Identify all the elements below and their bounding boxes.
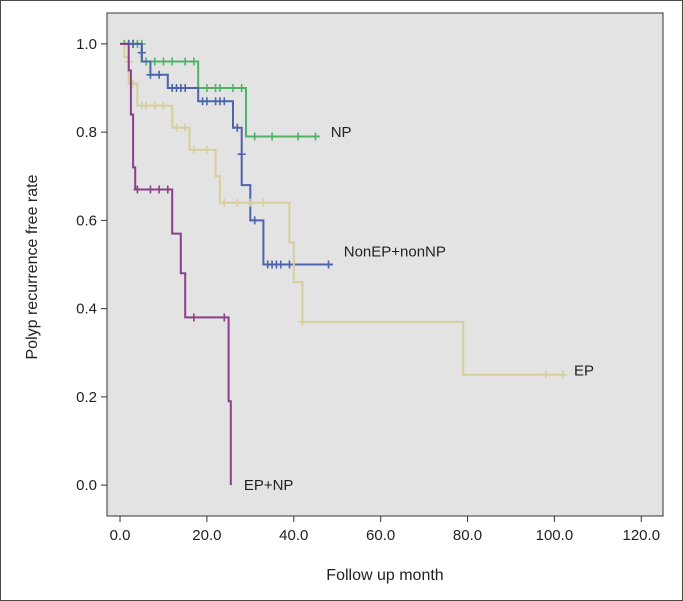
censor-mark xyxy=(129,39,138,48)
censor-mark xyxy=(142,101,151,110)
plot-area xyxy=(106,12,664,517)
censor-mark xyxy=(311,132,320,141)
censor-mark xyxy=(228,84,237,93)
x-tick-label: 100.0 xyxy=(536,527,574,544)
censor-mark xyxy=(150,101,159,110)
censor-mark xyxy=(237,84,246,93)
censor-mark xyxy=(202,145,211,154)
y-tick-label: 0.0 xyxy=(76,477,97,494)
x-tick-label: 120.0 xyxy=(623,527,661,544)
censor-mark xyxy=(150,57,159,66)
censor-mark xyxy=(246,198,255,207)
censor-mark xyxy=(259,198,268,207)
censor-mark xyxy=(137,48,146,57)
series-line-ep-np xyxy=(120,42,232,486)
censor-mark xyxy=(298,317,307,326)
censor-mark xyxy=(268,132,277,141)
censor-mark xyxy=(250,216,259,225)
y-tick-label: 0.8 xyxy=(76,124,97,141)
x-tick-label: 0.0 xyxy=(110,527,131,544)
censor-mark xyxy=(202,97,211,106)
series-label-nonep-nonnp: NonEP+nonNP xyxy=(344,243,446,260)
x-tick-label: 40.0 xyxy=(279,527,308,544)
y-axis-title: Polyp recurrence free rate xyxy=(24,174,41,359)
x-axis: 0.0 20.0 40.0 60.0 80.0 100.0 120.0 xyxy=(110,516,660,544)
censor-mark xyxy=(146,70,155,79)
series-nonep-nonnp xyxy=(120,39,333,269)
x-tick-label: 60.0 xyxy=(366,527,395,544)
x-axis-title: Follow up month xyxy=(326,567,443,584)
censor-mark xyxy=(215,84,224,93)
censor-mark xyxy=(146,185,155,194)
censor-mark xyxy=(133,185,142,194)
censor-mark xyxy=(541,370,550,379)
series-ep-np xyxy=(120,42,232,486)
censor-mark xyxy=(324,260,333,269)
series-label-ep: EP xyxy=(574,362,594,379)
y-tick-label: 0.2 xyxy=(76,389,97,406)
series-line-ep xyxy=(120,42,564,376)
censor-mark xyxy=(250,132,259,141)
series-label-ep-np: EP+NP xyxy=(244,477,294,494)
censor-mark xyxy=(220,198,229,207)
censor-mark xyxy=(233,123,242,132)
y-tick-label: 1.0 xyxy=(76,36,97,53)
censor-mark xyxy=(189,313,198,322)
censor-mark xyxy=(172,123,181,132)
censor-mark xyxy=(220,313,229,322)
censor-mark xyxy=(155,185,164,194)
y-axis: 0.0 0.2 0.4 0.6 0.8 1.0 xyxy=(76,36,107,494)
censor-mark xyxy=(220,97,229,106)
x-tick-label: 20.0 xyxy=(192,527,221,544)
censor-mark xyxy=(168,57,177,66)
censor-mark xyxy=(233,198,242,207)
censor-mark xyxy=(159,57,168,66)
x-tick-label: 80.0 xyxy=(453,527,482,544)
censor-mark xyxy=(155,70,164,79)
censor-mark xyxy=(159,101,168,110)
censor-mark xyxy=(285,260,294,269)
censor-mark xyxy=(181,123,190,132)
series-layer xyxy=(120,39,568,486)
censor-mark xyxy=(163,185,172,194)
censor-mark xyxy=(294,132,303,141)
censor-mark xyxy=(181,84,190,93)
y-tick-label: 0.6 xyxy=(76,212,97,229)
series-label-np: NP xyxy=(331,124,352,141)
censor-mark xyxy=(181,57,190,66)
series-labels: NP NonEP+nonNP EP EP+NP xyxy=(244,124,594,494)
censor-mark xyxy=(189,145,198,154)
censor-mark xyxy=(276,260,285,269)
censor-mark xyxy=(237,150,246,159)
series-ep xyxy=(120,42,568,379)
censor-mark xyxy=(202,84,211,93)
censor-mark xyxy=(189,57,198,66)
censor-mark xyxy=(559,370,568,379)
y-tick-label: 0.4 xyxy=(76,301,97,318)
